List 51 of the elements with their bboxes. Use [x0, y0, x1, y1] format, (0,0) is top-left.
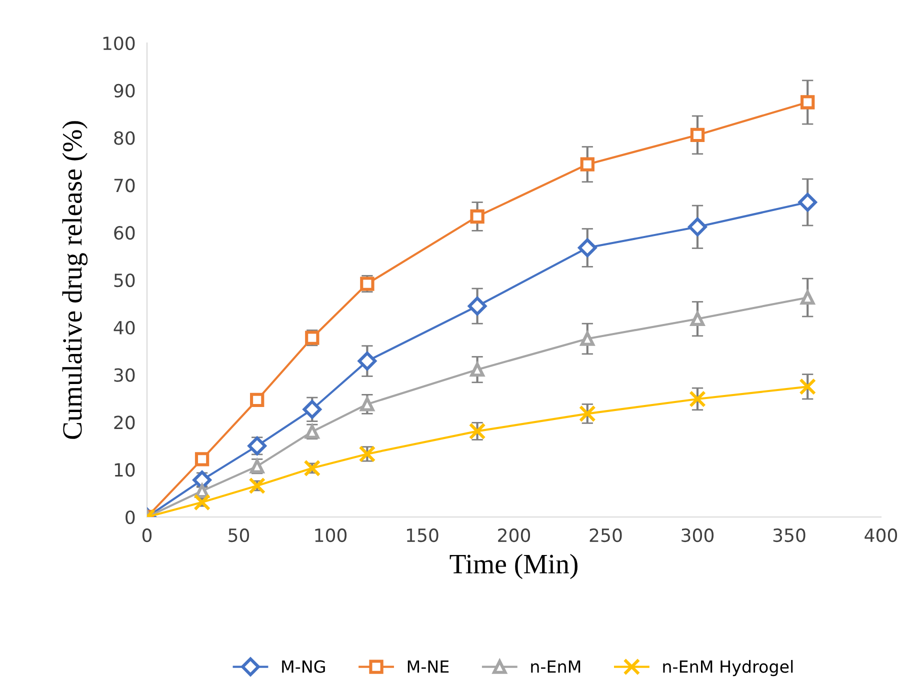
y-tick-label: 50	[114, 273, 135, 288]
point	[248, 436, 266, 456]
point	[800, 95, 815, 110]
point	[578, 238, 597, 258]
y-tick-label: 10	[114, 463, 135, 477]
y-tick-label: 20	[114, 416, 135, 430]
x-tick-label: 50	[228, 528, 250, 542]
point	[689, 390, 706, 408]
point	[690, 312, 705, 326]
point	[194, 484, 210, 498]
y-tick-label: 80	[114, 131, 135, 145]
y-tick-label: 30	[114, 368, 135, 382]
point	[800, 290, 815, 305]
point	[194, 494, 211, 511]
point	[690, 128, 705, 142]
point	[798, 192, 817, 212]
x-tick-label: 100	[315, 528, 347, 542]
x-tick-label: 200	[498, 528, 530, 542]
x-tick-label: 300	[682, 528, 714, 542]
point	[580, 332, 594, 346]
y-tick-label: 60	[114, 226, 135, 240]
point	[468, 296, 487, 316]
point	[470, 209, 484, 224]
point	[580, 157, 594, 172]
point	[688, 218, 707, 236]
legend-label: n-EnM	[531, 660, 580, 673]
x-axis-title: Time (Min)	[450, 554, 578, 580]
point	[302, 400, 322, 419]
legend-label: n-EnM Hydrogel	[663, 660, 793, 676]
x-tick-label: 0	[142, 528, 152, 542]
y-axis-title: Cumulative drug release (%)	[62, 121, 88, 439]
point	[470, 362, 484, 377]
y-tick-label: 40	[114, 320, 135, 335]
y-tick-label: 0	[126, 510, 135, 524]
x-tick-label: 400	[864, 528, 898, 542]
y-tick-label: 90	[114, 84, 135, 98]
point	[248, 477, 266, 494]
x-tick-label: 150	[407, 528, 438, 542]
y-tick-label: 100	[103, 36, 135, 50]
x-tick-label: 350	[773, 528, 806, 542]
point	[250, 392, 264, 408]
legend-label: M-NG	[282, 660, 325, 673]
point	[304, 460, 321, 477]
legend-label: M-NE	[408, 660, 449, 673]
point	[194, 452, 210, 466]
point	[468, 422, 486, 440]
point	[799, 378, 816, 396]
y-tick-label: 70	[114, 178, 135, 192]
x-tick-label: 250	[590, 528, 622, 542]
point	[360, 397, 374, 412]
point	[358, 352, 377, 370]
